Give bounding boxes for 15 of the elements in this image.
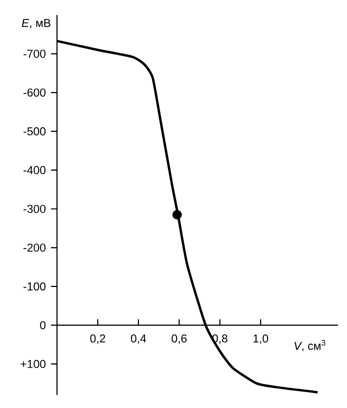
y-tick-label: -600 (24, 88, 46, 97)
y-tick-label: -400 (24, 166, 46, 174)
y-tick-label: -200 (24, 244, 46, 252)
x-tick-label: 1,0 (254, 334, 268, 344)
y-tick-label: -700 (24, 50, 46, 58)
y-tick-label: -300 (24, 204, 46, 213)
y-tick-label: -100 (24, 282, 46, 290)
y-tick-label: +100 (20, 360, 46, 368)
y-tick-label: -500 (24, 127, 46, 136)
x-tick-label: 0,2 (90, 334, 106, 344)
y-axis-title: E, мВ (22, 19, 50, 28)
y-tick-label: 0 (40, 321, 46, 330)
x-axis-title: V, см$^{3}$ (294, 340, 326, 352)
x-tick-label: 0,4 (130, 334, 146, 344)
x-tick-label: 0,6 (172, 334, 187, 344)
